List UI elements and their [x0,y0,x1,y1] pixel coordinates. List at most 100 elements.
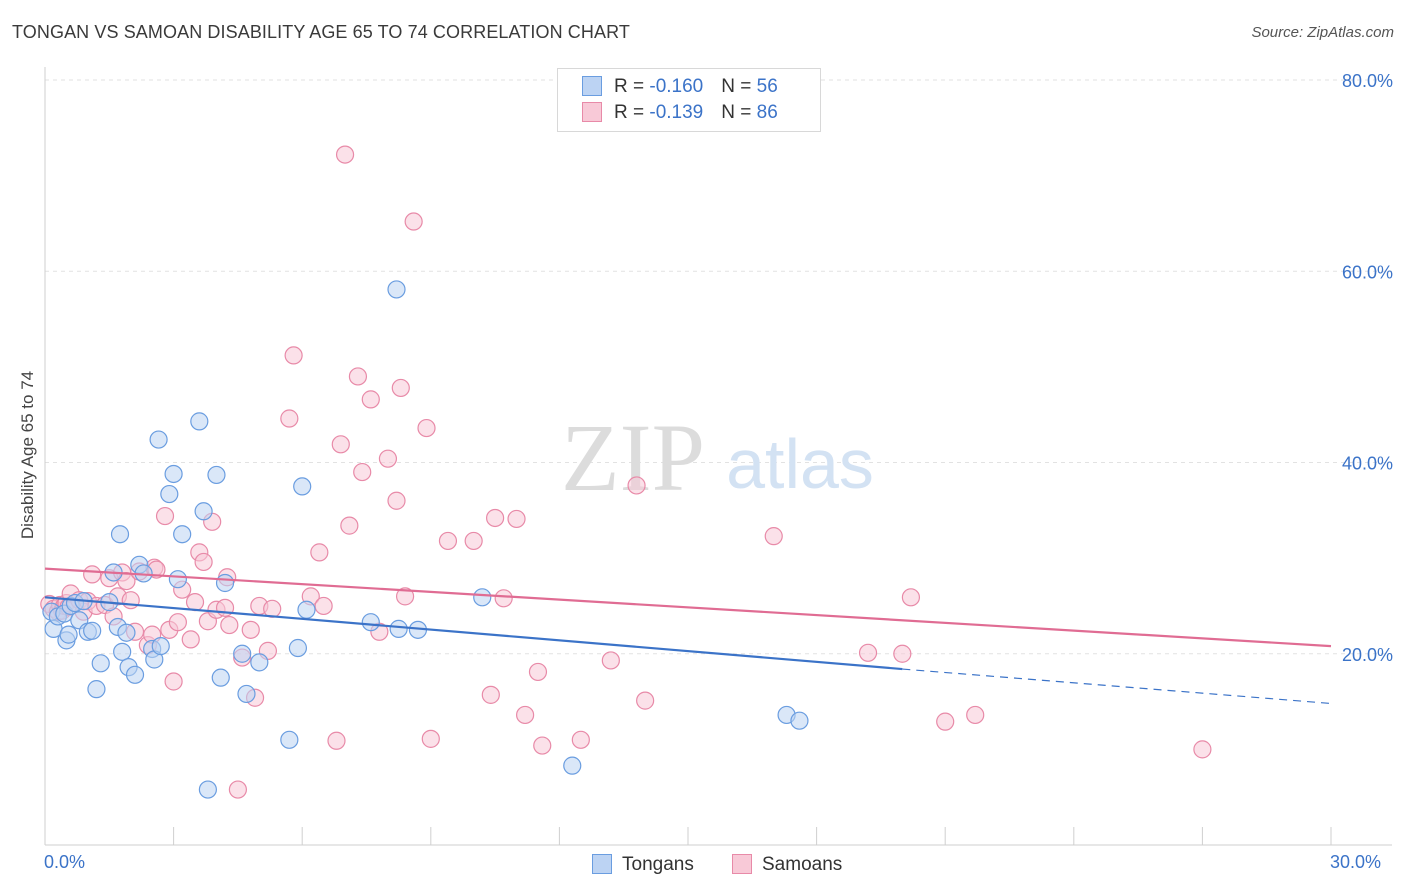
samoans-point [494,589,513,608]
legend-item-samoans[interactable]: Samoans [732,852,842,878]
legend-r-label: R = [614,76,650,97]
tongans-point [110,525,130,544]
samoans-point [438,531,458,551]
y-tick-label: 40.0% [1342,454,1393,474]
tongans-point [168,570,187,589]
tongans-point [149,430,168,449]
samoans-point [481,685,500,704]
tongans-point [125,665,145,684]
tongans-points [42,280,809,799]
legend-n-value: 86 [756,102,778,123]
trend-lines [44,567,1332,705]
samoans-point [627,476,646,495]
samoans-legend-label: Samoans [762,854,843,875]
samoans-point [395,587,415,606]
legend-row-tongans: R = -0.160 N = 56 [582,74,778,100]
samoans-point [764,527,783,546]
tongans-point [198,780,217,799]
tongans-point [288,638,308,658]
tongans-point [113,642,132,661]
tongans-point [194,502,213,521]
tongans-legend-label: Tongans [622,854,694,875]
samoans-point [966,705,985,725]
x-tick-max: 30.0% [1330,852,1382,872]
samoans-point [185,593,205,612]
samoans-point [164,672,183,691]
samoans-point [486,508,505,528]
samoans-point [353,462,372,482]
tongans-point [473,588,492,607]
samoans-point [516,705,535,725]
tongans-point [563,756,582,775]
legend-n-label: N = [721,102,757,123]
samoans-point [378,449,398,468]
tongans-point [293,477,312,496]
tongans-point [361,613,380,632]
tongans-point [190,412,209,431]
samoans-point [387,491,406,510]
chart-title: TONGAN VS SAMOAN DISABILITY AGE 65 TO 74… [12,22,630,42]
samoans-point [361,390,380,409]
tongans-point [59,625,78,644]
samoans-point [241,620,260,639]
samoans-point [314,596,333,616]
legend-item-tongans[interactable]: Tongans [592,852,694,878]
samoans-point [348,367,368,386]
legend-r-value: -0.139 [649,102,704,123]
samoans-point [901,588,921,607]
samoans-point [571,730,590,749]
samoans-point [340,516,359,535]
legend-row-samoans: R = -0.139 N = 86 [582,100,778,126]
legend-r-label: R = [614,102,650,123]
tongans-trend-extension [902,668,1332,705]
tongans-point [297,600,316,619]
grid-lines [45,79,1392,655]
tongans-point [280,730,299,749]
tongans-point [117,623,136,642]
y-tick-label: 60.0% [1342,262,1393,282]
samoans-point [391,378,410,398]
legend-r-value: -0.160 [649,76,704,97]
samoans-point [858,643,878,662]
samoans-trend-line [44,567,1332,648]
source-label: Source: ZipAtlas.com [1251,24,1394,41]
samoans-point [464,531,483,551]
x-tick-min: 0.0% [44,852,86,872]
axes [44,67,1392,846]
samoans-point [121,591,140,610]
samoans-point [327,731,346,750]
tongans-point [211,668,230,687]
tongans-point [91,654,110,673]
tongans-point [389,619,408,638]
samoans-point [421,729,440,748]
samoans-point [507,509,526,529]
correlation-legend: R = -0.160 N = 56 R = -0.139 N = 86 [557,68,821,132]
tongans-swatch [582,76,602,96]
legend-n-value: 56 [756,76,778,97]
tongans-point [207,465,226,485]
tongans-point [87,680,106,699]
tongans-point [790,711,809,730]
watermark-zip: ZIP [561,404,705,511]
tongans-point [250,653,269,672]
tongans-point [151,636,170,656]
samoans-point [417,418,436,438]
samoans-point [194,552,213,572]
samoans-point [936,712,955,731]
samoans-point [335,145,355,164]
tongans-point [160,484,179,504]
samoans-point [155,506,175,526]
samoans-point [228,780,247,799]
tongans-point [233,644,252,663]
samoans-point [310,543,329,562]
series-legend: Tongans Samoans [0,852,1406,878]
tongans-point [387,280,406,299]
samoans-point [181,630,200,649]
samoans-point [528,662,548,682]
y-tick-labels: 20.0% 40.0% 60.0% 80.0% [1342,71,1393,665]
samoans-point [404,212,423,231]
samoans-point [83,565,102,584]
y-tick-label: 80.0% [1342,71,1393,91]
samoans-point [601,651,620,670]
